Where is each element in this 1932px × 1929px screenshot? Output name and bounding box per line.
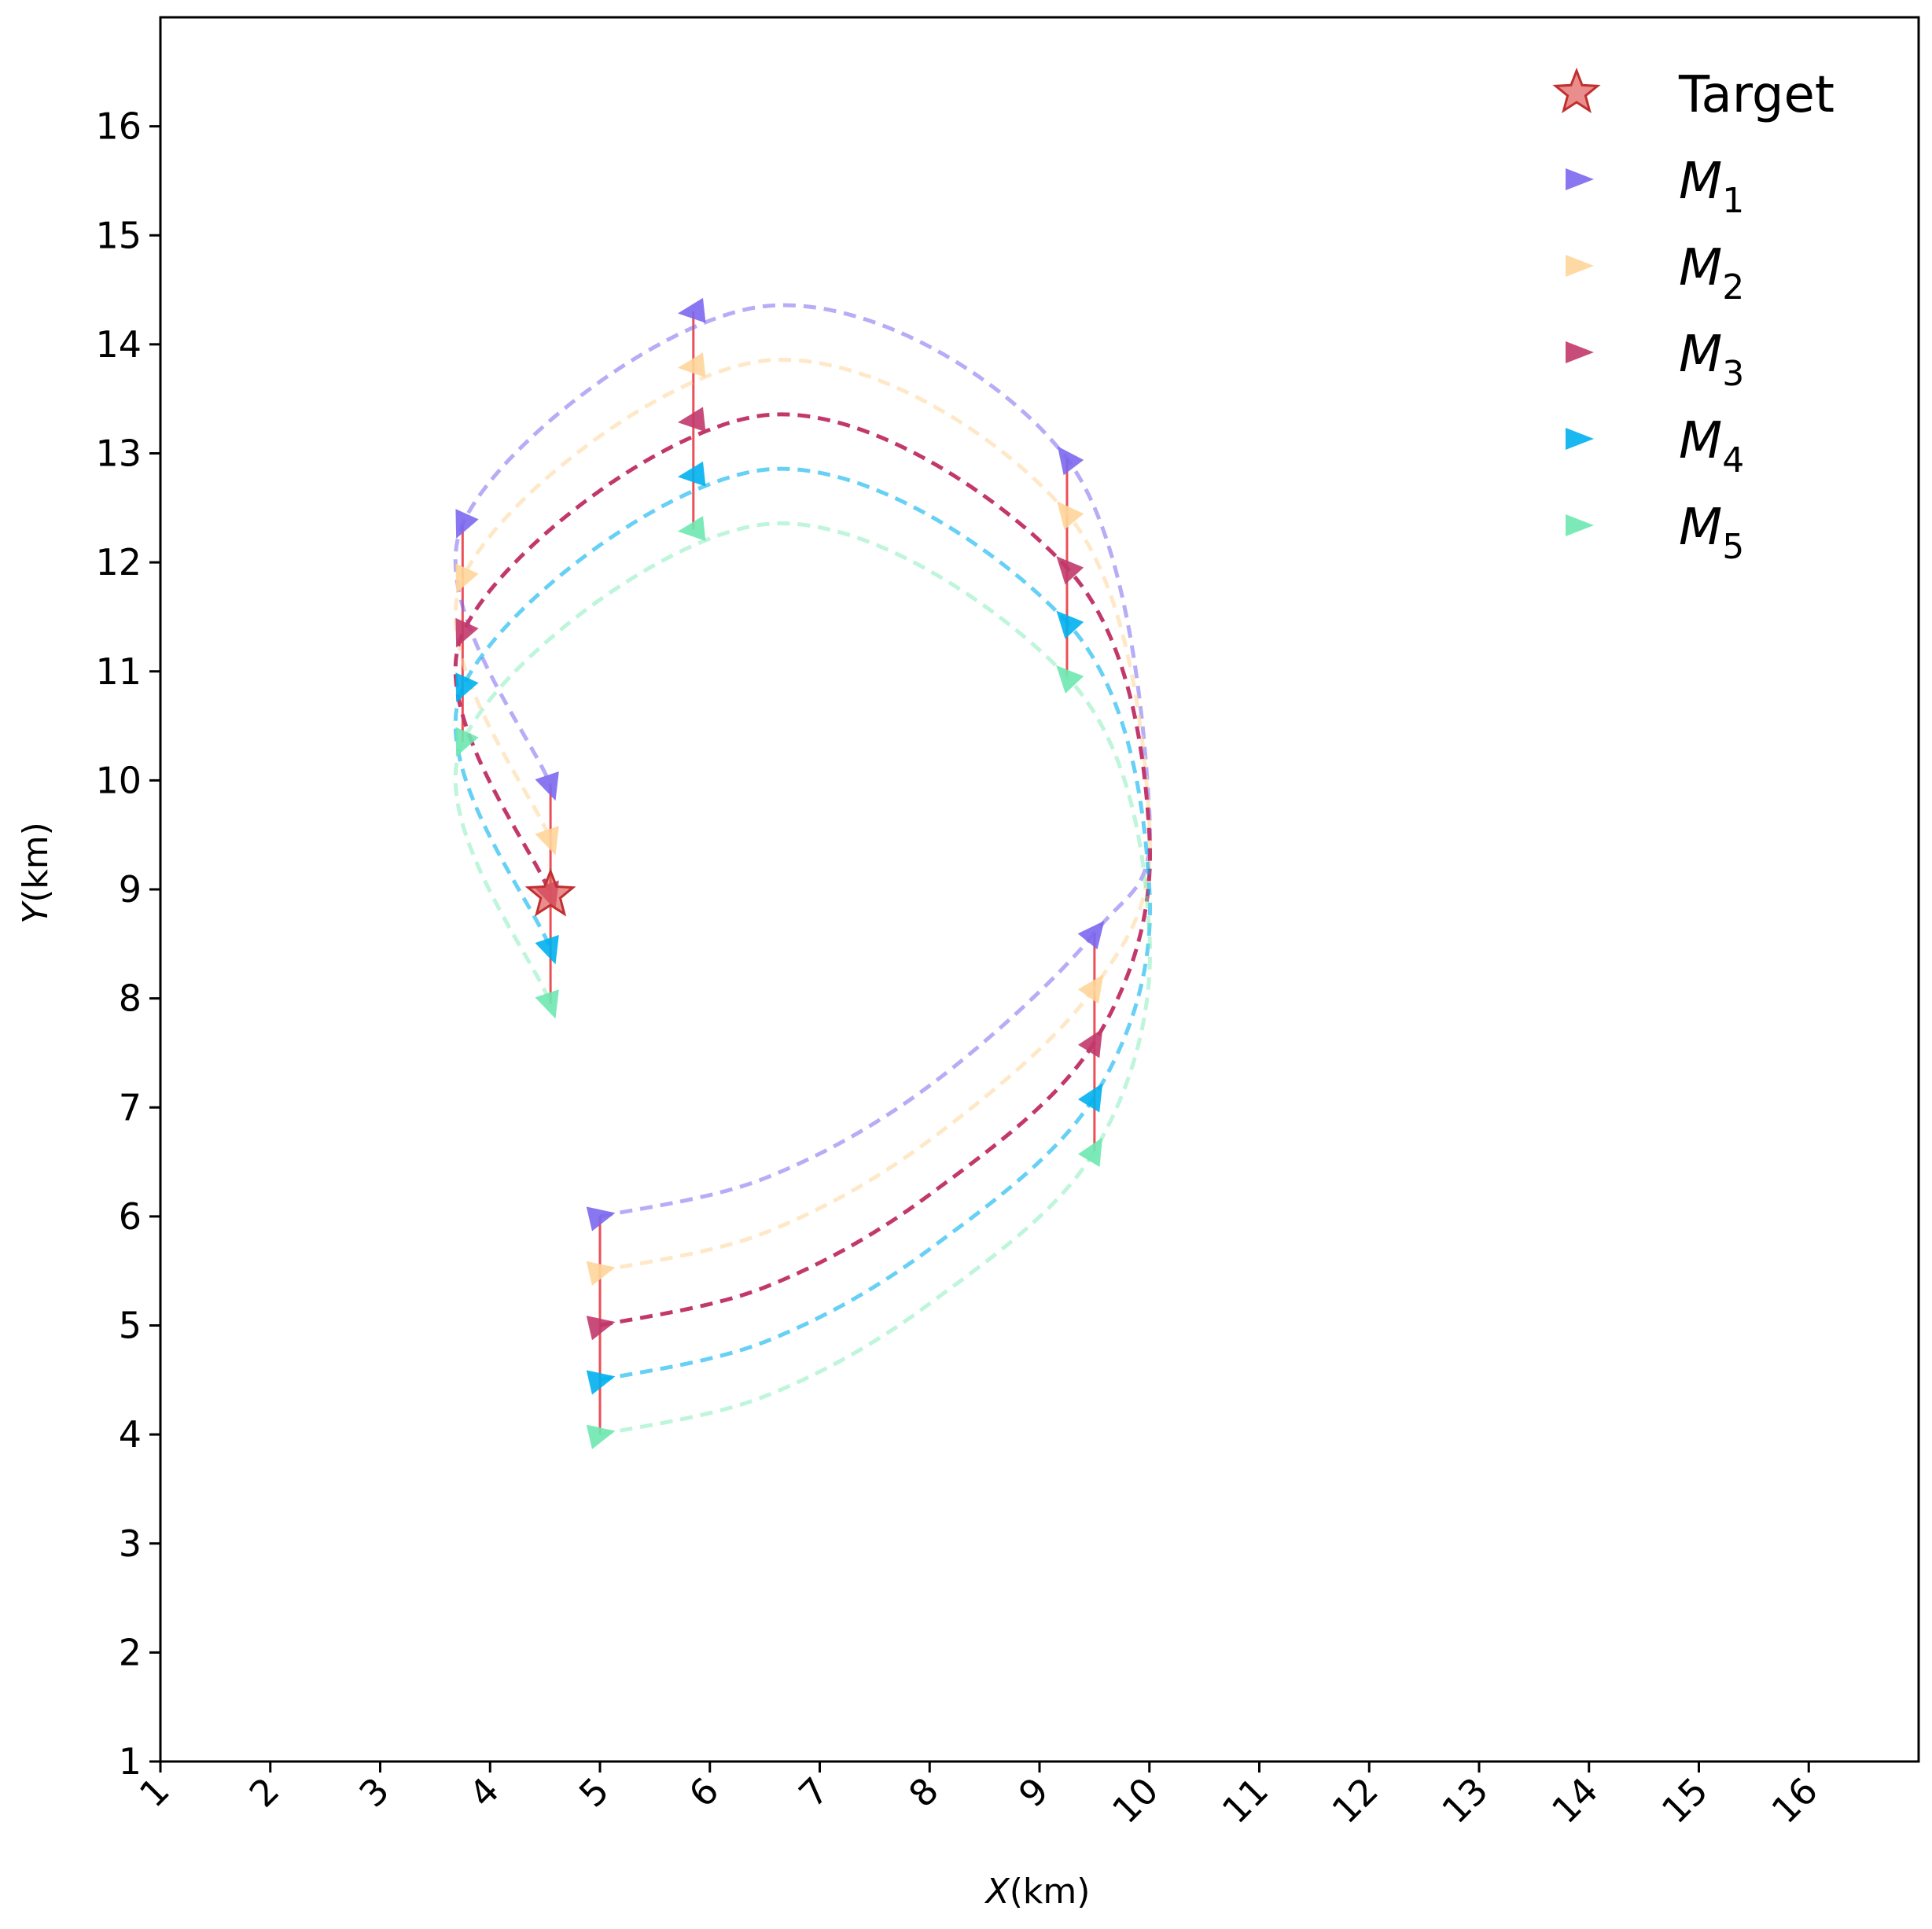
marker-m1 (455, 509, 479, 539)
x-tick-label: 9 (1010, 1769, 1057, 1816)
x-tick-label: 4 (461, 1769, 507, 1816)
marker-m5 (1077, 1137, 1103, 1167)
x-tick-label: 13 (1433, 1769, 1496, 1832)
marker-m3 (677, 407, 706, 433)
legend-entry-target: Target (1552, 66, 1834, 124)
legend-entry-m3: M3 (1566, 326, 1744, 394)
y-tick-label: 15 (95, 214, 142, 256)
y-tick-label: 16 (95, 105, 142, 148)
marker-m2 (586, 1261, 616, 1286)
marker-m5 (586, 1424, 616, 1449)
y-tick-label: 2 (119, 1631, 142, 1673)
legend-entry-m1: M1 (1566, 153, 1744, 221)
y-tick-label: 14 (95, 323, 142, 366)
marker-m4 (455, 672, 479, 702)
legend-entry-m5: M5 (1566, 499, 1744, 567)
y-tick-label: 7 (119, 1086, 142, 1128)
formation-connectors (461, 311, 1096, 1435)
marker-m2 (677, 352, 706, 378)
x-tick-label: 6 (681, 1769, 727, 1816)
marker-m2 (455, 563, 479, 594)
y-tick-label: 11 (95, 650, 142, 693)
marker-m4 (1077, 1083, 1103, 1113)
y-tick-label: 8 (119, 977, 142, 1020)
y-tick-label: 13 (95, 433, 142, 475)
svg-text:M2: M2 (1679, 239, 1744, 307)
marker-m4 (535, 934, 559, 965)
marker-m5 (535, 989, 559, 1019)
series-line-m3 (453, 412, 1152, 1327)
y-tick-label: 3 (119, 1522, 142, 1565)
svg-text:M5: M5 (1679, 499, 1744, 567)
x-tick-label: 16 (1763, 1769, 1826, 1832)
marker-m3 (586, 1316, 616, 1341)
marker-m1 (1077, 920, 1105, 950)
marker-m3 (1056, 556, 1084, 585)
marker-m1 (1057, 446, 1084, 476)
trajectory-markers (455, 297, 1105, 1449)
marker-m2 (1077, 974, 1104, 1004)
legend-entry-m2: M2 (1566, 239, 1744, 307)
y-axis-label: Y(km) (16, 822, 56, 924)
y-tick-label: 5 (119, 1305, 142, 1347)
marker-m5 (455, 727, 479, 757)
marker-m1 (586, 1206, 616, 1231)
y-tick-label: 9 (119, 868, 142, 911)
svg-text:M1: M1 (1679, 153, 1744, 221)
legend: Target M1 M2 M3 M4 M5 (1552, 66, 1834, 567)
target-marker (524, 867, 576, 917)
marker-m3 (1077, 1029, 1103, 1058)
y-tick-label: 4 (119, 1413, 142, 1456)
marker-m3 (455, 617, 479, 648)
series-line-m5 (453, 521, 1152, 1437)
plot-frame (159, 16, 1920, 1763)
marker-m2 (535, 826, 559, 856)
marker-m1 (677, 297, 706, 323)
x-tick-label: 11 (1214, 1769, 1277, 1832)
y-tick-label: 6 (119, 1195, 142, 1238)
marker-m5 (1056, 665, 1084, 694)
marker-m5 (677, 516, 706, 541)
marker-m4 (677, 461, 706, 487)
y-tick-label: 12 (95, 541, 142, 583)
series-line-m2 (453, 358, 1152, 1273)
svg-text:M3: M3 (1679, 326, 1744, 394)
svg-text:M4: M4 (1679, 412, 1744, 480)
x-axis-ticks: 1 2 3 4 5 6 7 8 9 10 11 12 13 14 15 16 (131, 1762, 1826, 1831)
x-axis-label: X(km) (984, 1872, 1091, 1912)
series-line-m4 (453, 466, 1152, 1382)
x-tick-label: 14 (1544, 1769, 1606, 1832)
x-tick-label: 12 (1323, 1769, 1386, 1832)
x-tick-label: 5 (571, 1769, 617, 1816)
marker-m2 (1057, 501, 1084, 530)
marker-m4 (586, 1370, 616, 1395)
series-line-m1 (453, 303, 1152, 1219)
x-tick-label: 2 (241, 1769, 288, 1816)
x-tick-label: 15 (1654, 1769, 1717, 1832)
svg-text:Target: Target (1678, 66, 1834, 124)
marker-m1 (535, 771, 559, 801)
x-tick-label: 7 (790, 1769, 837, 1816)
y-tick-label: 10 (95, 759, 142, 801)
x-tick-label: 3 (351, 1769, 397, 1816)
trajectory-lines (453, 303, 1152, 1437)
x-tick-label: 8 (900, 1769, 947, 1816)
target-layer (524, 867, 576, 917)
legend-entry-m4: M4 (1566, 412, 1744, 480)
x-tick-label: 10 (1104, 1769, 1167, 1832)
y-tick-label: 1 (119, 1740, 142, 1783)
marker-m4 (1056, 610, 1084, 639)
